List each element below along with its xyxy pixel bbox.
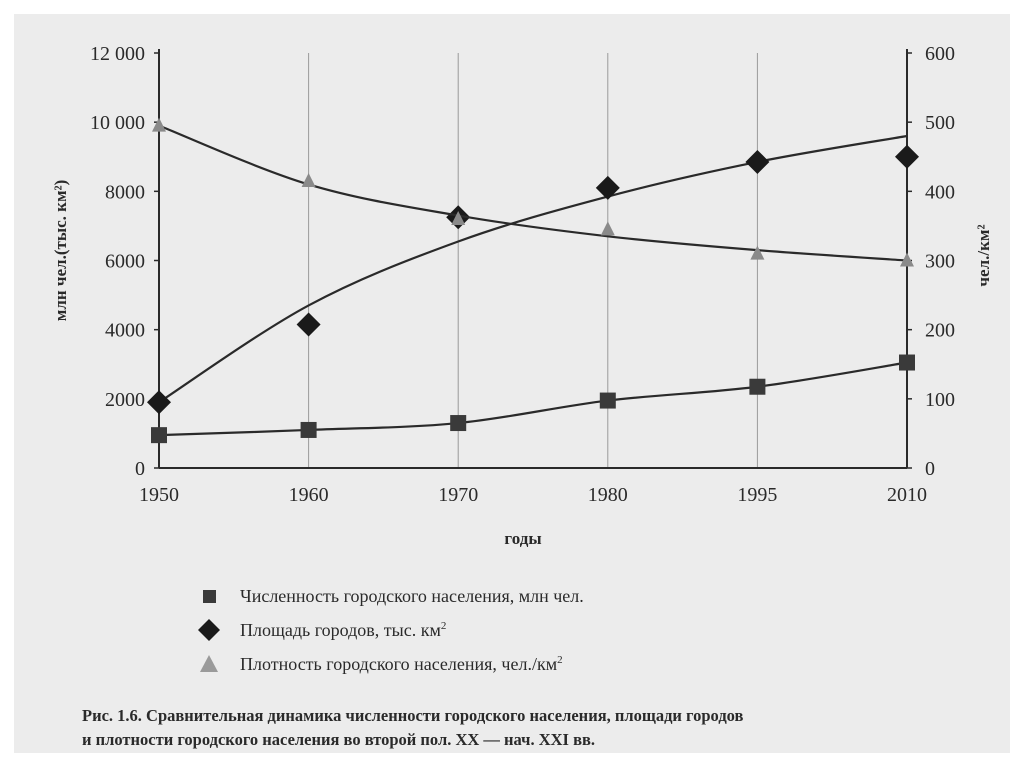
- legend-label: Площадь городов, тыс. км2: [240, 619, 447, 640]
- legend-item-population: Численность городского населения, млн че…: [194, 582, 584, 610]
- y-right-tick-label: 600: [925, 43, 955, 65]
- square-point: [300, 421, 317, 438]
- triangle-marker-icon: [194, 650, 224, 678]
- square-point: [599, 392, 616, 409]
- y-left-tick-label: 4000: [105, 320, 145, 342]
- square-point: [151, 427, 167, 444]
- legend-label: Численность городского населения, млн че…: [240, 585, 584, 606]
- triangle-point: [900, 252, 914, 267]
- chart: 0 2000 4000 6000 8000 10 000 12 000 0 100 200 300 4…: [51, 43, 993, 548]
- caption-line-2: и плотности городского населения во втор…: [82, 730, 596, 749]
- x-tick-label: 1995: [737, 484, 777, 506]
- y-right-tick-label: 500: [925, 112, 955, 134]
- triangle-point: [301, 172, 316, 187]
- diamond-point: [296, 312, 321, 337]
- square-point: [749, 378, 766, 395]
- y-right-tick-label: 0: [925, 458, 935, 480]
- triangle-point: [750, 245, 765, 260]
- y-left-tick-label: 10 000: [90, 112, 145, 134]
- diamond-point: [745, 149, 770, 174]
- y-left-tick-label: 2000: [105, 389, 145, 411]
- diamond-point: [147, 390, 171, 415]
- series-line-square: [158, 361, 908, 437]
- series-line-diamond: [158, 134, 908, 404]
- x-tick-label: 1950: [139, 484, 179, 506]
- y-left-tick-label: 6000: [105, 251, 145, 273]
- caption-line-1: Рис. 1.6. Сравнительная динамика численн…: [82, 706, 744, 725]
- triangle-point: [600, 221, 615, 236]
- diamond-point: [595, 175, 620, 200]
- y-left-tick-label: 0: [135, 458, 145, 480]
- y-left-tick-label: 12 000: [90, 43, 145, 65]
- legend-label: Плотность городского населения, чел./км2: [240, 653, 563, 674]
- y-axis-right-title: чел./км²: [974, 224, 993, 286]
- y-left-tick-label: 8000: [105, 181, 145, 203]
- x-tick-label: 2010: [887, 484, 927, 506]
- figure-caption: Рис. 1.6. Сравнительная динамика численн…: [82, 704, 1002, 752]
- y-right-tick-label: 100: [925, 389, 955, 411]
- square-marker-icon: [194, 582, 224, 610]
- x-tick-label: 1970: [438, 484, 478, 506]
- diamond-marker-icon: [194, 616, 224, 644]
- x-tick-label: 1980: [588, 484, 628, 506]
- triangle-point: [152, 117, 166, 132]
- y-axis-left-title: млн чел.(тыс. км²): [51, 180, 70, 322]
- y-right-tick-label: 400: [925, 181, 955, 203]
- square-point: [899, 354, 915, 371]
- x-axis-title: годы: [504, 529, 541, 548]
- page: 0 2000 4000 6000 8000 10 000 12 000 0 100 200 300 4…: [14, 14, 1010, 753]
- legend-item-area: Площадь городов, тыс. км2: [194, 616, 446, 644]
- square-point: [450, 415, 467, 432]
- series-line-triangle: [158, 124, 908, 262]
- x-tick-label: 1960: [289, 484, 329, 506]
- y-right-tick-label: 300: [925, 251, 955, 273]
- legend-item-density: Плотность городского населения, чел./км2: [194, 650, 563, 678]
- y-right-tick-label: 200: [925, 320, 955, 342]
- diamond-point: [895, 144, 919, 169]
- triangle-point: [451, 211, 466, 225]
